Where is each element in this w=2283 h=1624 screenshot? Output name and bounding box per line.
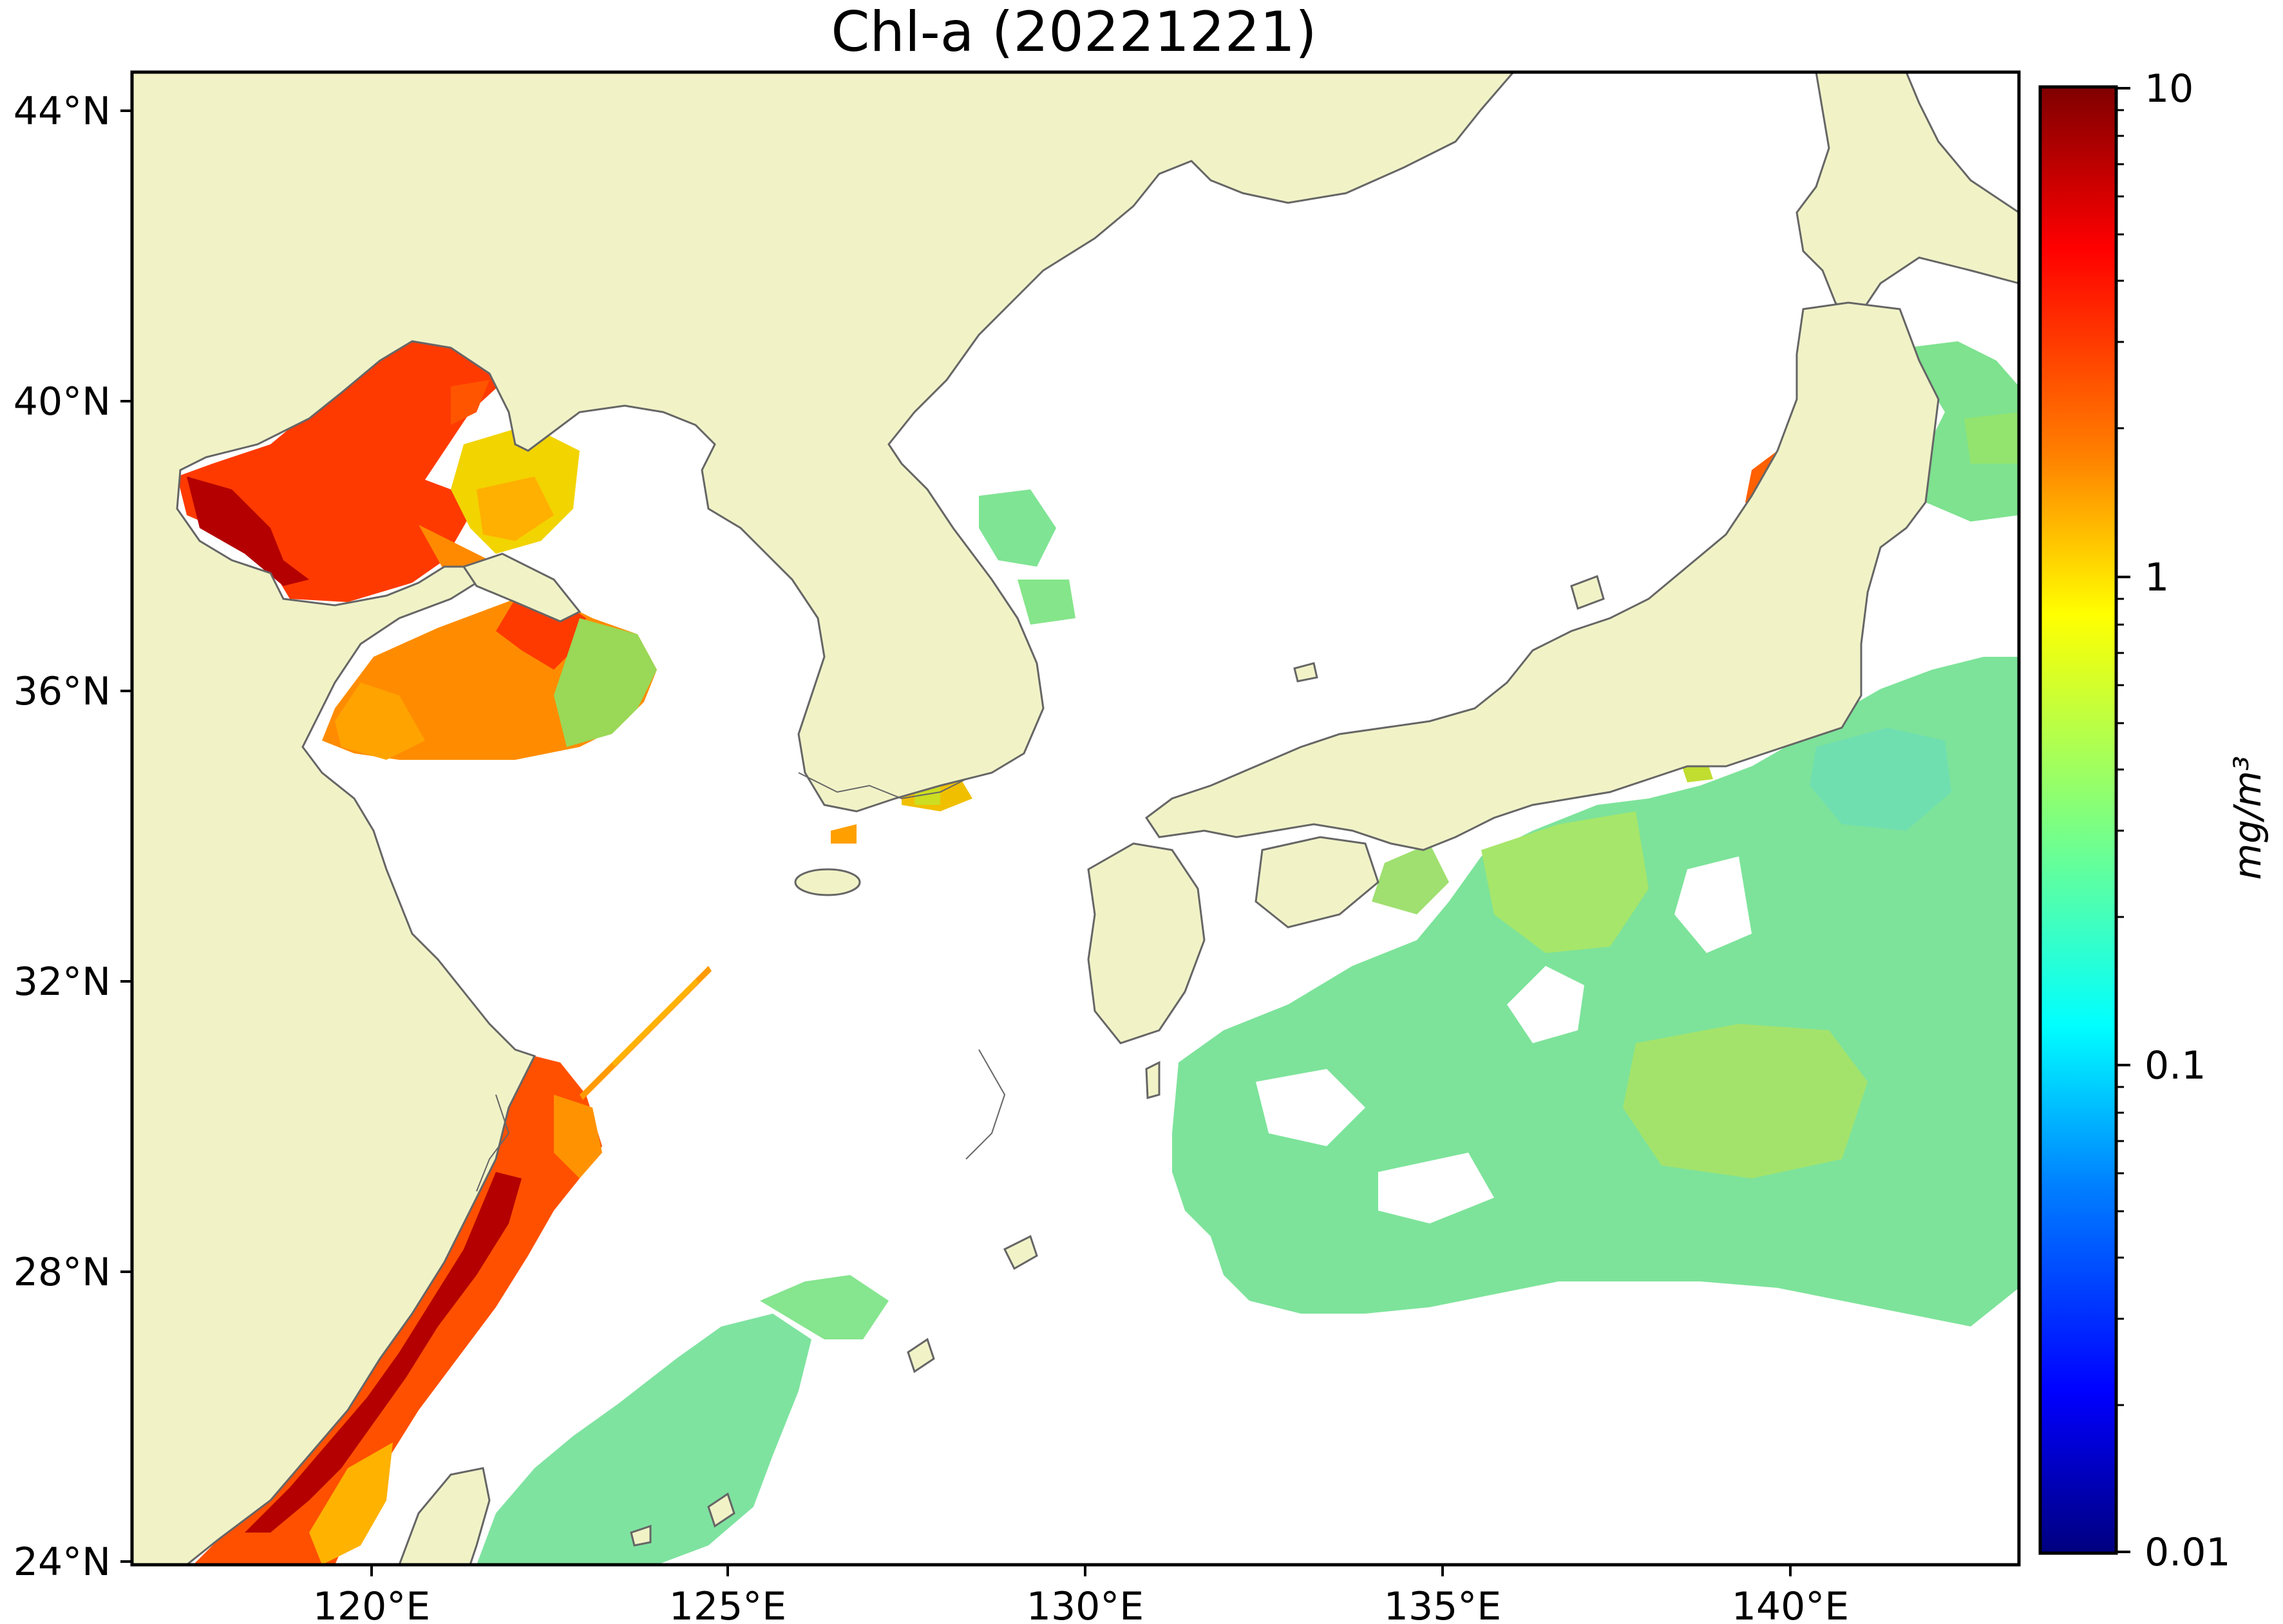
land-ryukyu-3 xyxy=(707,1492,735,1528)
lon-tick-label: 120°E xyxy=(313,1584,430,1624)
land-ryukyu-1 xyxy=(1003,1234,1038,1270)
land-ryukyu-4 xyxy=(630,1524,652,1547)
land-jeju xyxy=(794,868,861,896)
lat-tick-label: 36°N xyxy=(14,669,111,714)
lat-tick-label: 24°N xyxy=(14,1540,111,1585)
land-hokkaido xyxy=(1795,72,2019,324)
colorbar: 10 1 0.1 0.01 mg/m³ xyxy=(2038,66,2269,1575)
lon-tick-label: 125°E xyxy=(669,1584,786,1624)
land-ryukyu-2 xyxy=(907,1337,935,1374)
land-mass xyxy=(132,72,2019,1565)
chl-field xyxy=(177,338,2019,1565)
colorbar-tick-label: 1 xyxy=(2145,555,2169,600)
land-honshu xyxy=(1144,301,1940,851)
lat-tick-label: 28°N xyxy=(14,1250,111,1295)
coast-islands xyxy=(476,772,1006,1192)
colorbar-unit-label: mg/m³ xyxy=(2226,756,2269,880)
land-shandong xyxy=(462,552,582,623)
land-sado xyxy=(1570,575,1605,610)
lat-axis: 44°N 40°N 36°N 32°N 28°N 24°N xyxy=(14,89,132,1585)
lat-tick-label: 40°N xyxy=(14,379,111,424)
lon-tick-label: 135°E xyxy=(1384,1584,1501,1624)
lat-tick-label: 44°N xyxy=(14,89,111,134)
colorbar-tick-label: 0.1 xyxy=(2145,1043,2206,1088)
colorbar-tick-label: 0.01 xyxy=(2145,1530,2231,1575)
lon-tick-label: 130°E xyxy=(1027,1584,1144,1624)
land-asia-korea xyxy=(132,72,1515,1565)
land-tanegashima xyxy=(1145,1061,1160,1099)
lon-axis: 120°E 125°E 130°E 135°E 140°E xyxy=(313,1565,1849,1624)
land-oki xyxy=(1293,662,1318,683)
land-shikoku xyxy=(1255,836,1379,929)
map-title: Chl-a (20221221) xyxy=(831,0,1317,64)
land-kyushu xyxy=(1087,842,1206,1044)
lon-tick-label: 140°E xyxy=(1732,1584,1849,1624)
colorbar-gradient xyxy=(2038,85,2118,1555)
land-taiwan xyxy=(398,1467,491,1565)
lat-tick-label: 32°N xyxy=(14,959,111,1005)
plot-frame xyxy=(130,70,2021,1567)
colorbar-tick-label: 10 xyxy=(2145,66,2193,111)
